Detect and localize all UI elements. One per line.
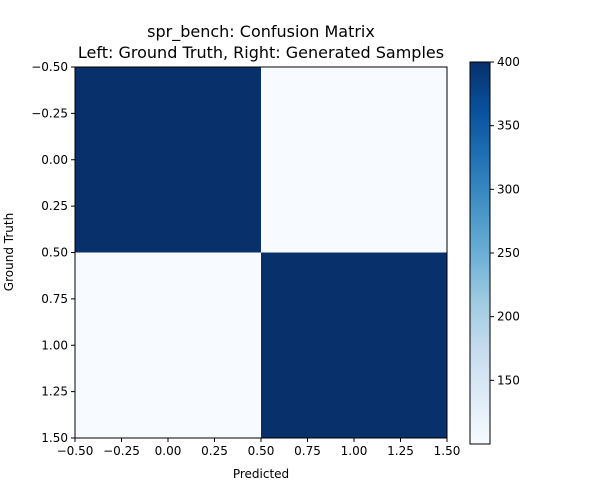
colorbar-ticks: 150 200 250 300 350 400: [490, 55, 520, 387]
colorbar-tick-label: 300: [497, 182, 520, 196]
heatmap-cell: [75, 252, 261, 438]
y-tick-label: −0.50: [31, 60, 68, 74]
y-tick-label: 0.75: [41, 292, 68, 306]
x-axis-ticks: −0.50 −0.25 0.00 0.25 0.50 0.75 1.00 1.25 1.50: [57, 438, 461, 458]
chart-subtitle: Left: Ground Truth, Right: Generated Sam…: [78, 43, 444, 62]
y-tick-label: 0.25: [41, 199, 68, 213]
colorbar-tick-label: 350: [497, 119, 520, 133]
x-tick-label: 0.00: [155, 444, 182, 458]
colorbar-tick-label: 400: [497, 55, 520, 69]
colorbar-tick-label: 250: [497, 246, 520, 260]
x-axis-label: Predicted: [233, 467, 289, 481]
y-tick-label: −0.25: [31, 106, 68, 120]
y-tick-label: 1.00: [41, 338, 68, 352]
x-tick-label: 0.50: [248, 444, 275, 458]
y-tick-label: 1.50: [41, 431, 68, 445]
x-tick-label: 1.50: [434, 444, 461, 458]
x-tick-label: −0.50: [57, 444, 94, 458]
colorbar: [469, 61, 491, 445]
x-tick-label: 1.25: [387, 444, 414, 458]
x-tick-label: 0.25: [201, 444, 228, 458]
x-tick-label: 0.75: [294, 444, 321, 458]
y-tick-label: 0.00: [41, 153, 68, 167]
heatmap-cell: [261, 67, 447, 253]
x-tick-label: −0.25: [103, 444, 140, 458]
y-tick-label: 0.50: [41, 246, 68, 260]
heatmap-cells: [75, 67, 447, 438]
y-axis-label: Ground Truth: [2, 213, 16, 291]
y-axis-ticks: −0.50 −0.25 0.00 0.25 0.50 0.75 1.00 1.25 1.50: [31, 60, 75, 445]
heatmap-cell: [261, 252, 447, 438]
x-tick-label: 1.00: [341, 444, 368, 458]
colorbar-tick-label: 200: [497, 310, 520, 324]
chart-title: spr_bench: Confusion Matrix: [147, 22, 375, 42]
heatmap-cell: [75, 67, 261, 253]
colorbar-tick-label: 150: [497, 373, 520, 387]
y-tick-label: 1.25: [41, 385, 68, 399]
